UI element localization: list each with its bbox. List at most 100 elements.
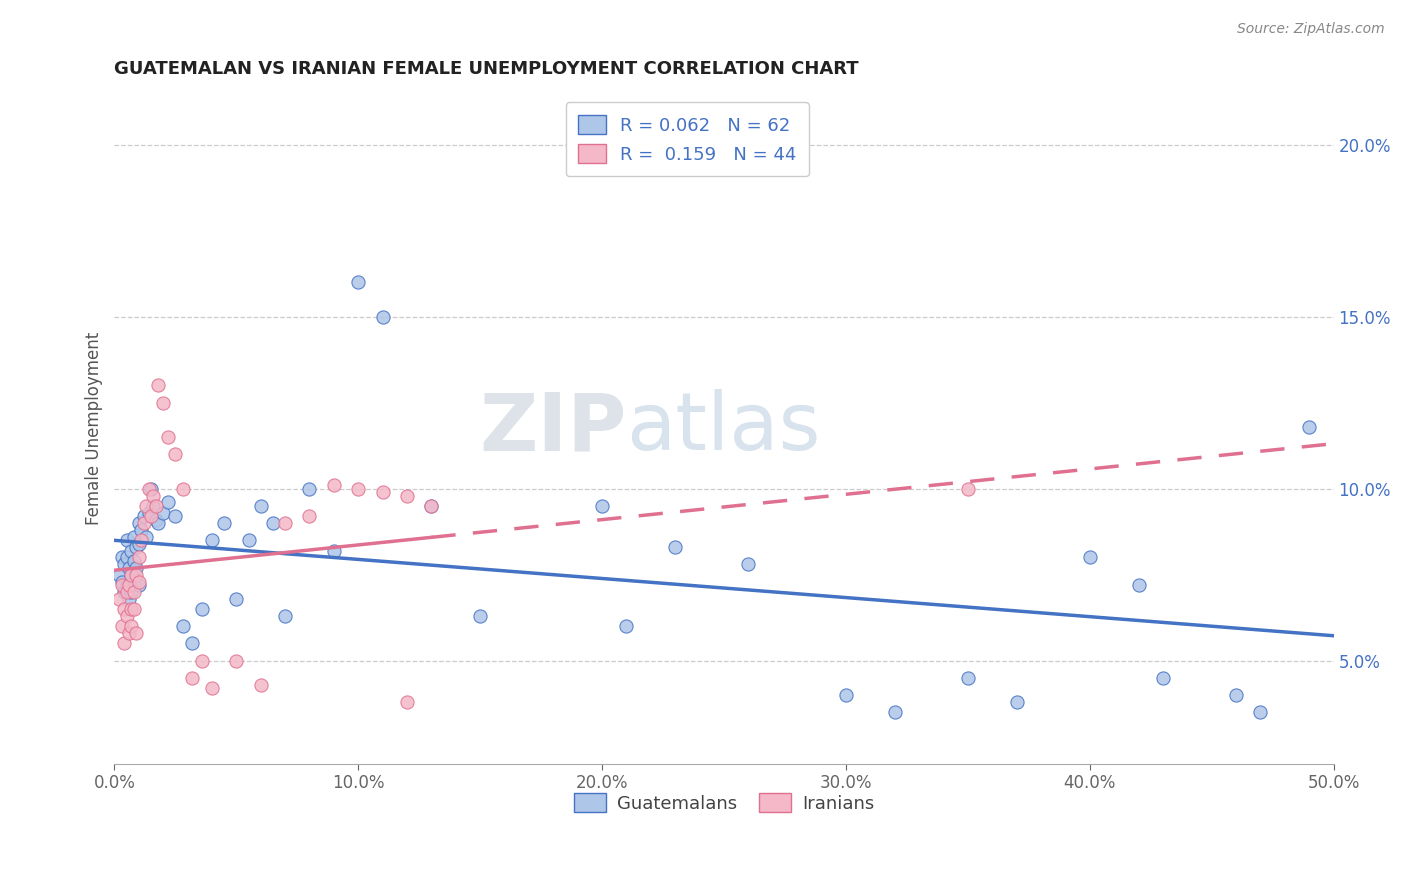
Point: [616, 619, 638, 633]
Point: [112, 602, 135, 616]
Point: [145, 513, 167, 527]
Point: [121, 584, 143, 599]
Point: [112, 584, 135, 599]
Point: [129, 533, 152, 548]
Point: [129, 523, 152, 537]
Text: Source: ZipAtlas.com: Source: ZipAtlas.com: [1237, 22, 1385, 37]
Point: [664, 540, 686, 554]
Point: [191, 654, 214, 668]
Point: [298, 482, 321, 496]
Point: [128, 536, 150, 550]
Point: [883, 705, 905, 719]
Y-axis label: Female Unemployment: Female Unemployment: [86, 332, 103, 525]
Point: [121, 567, 143, 582]
Point: [322, 543, 344, 558]
Point: [249, 499, 271, 513]
Point: [181, 636, 204, 650]
Point: [347, 275, 370, 289]
Point: [148, 378, 170, 392]
Point: [122, 574, 145, 589]
Point: [128, 550, 150, 565]
Point: [139, 509, 162, 524]
Point: [201, 681, 224, 695]
Point: [165, 509, 187, 524]
Legend: Guatemalans, Iranians: Guatemalans, Iranians: [565, 784, 883, 822]
Point: [132, 509, 155, 524]
Point: [115, 533, 138, 548]
Point: [835, 688, 858, 702]
Point: [956, 671, 979, 685]
Point: [122, 554, 145, 568]
Text: atlas: atlas: [627, 390, 821, 467]
Point: [121, 567, 143, 582]
Point: [108, 567, 131, 582]
Point: [1128, 578, 1150, 592]
Point: [1078, 550, 1101, 565]
Point: [152, 506, 174, 520]
Point: [201, 533, 224, 548]
Point: [347, 482, 370, 496]
Point: [371, 485, 394, 500]
Point: [1152, 671, 1174, 685]
Point: [118, 626, 141, 640]
Point: [420, 499, 443, 513]
Point: [225, 591, 247, 606]
Point: [111, 550, 134, 565]
Point: [274, 608, 297, 623]
Point: [128, 578, 150, 592]
Point: [395, 489, 418, 503]
Point: [139, 482, 162, 496]
Point: [121, 543, 143, 558]
Point: [181, 671, 204, 685]
Point: [142, 489, 165, 503]
Point: [118, 578, 141, 592]
Point: [125, 626, 148, 640]
Point: [470, 608, 492, 623]
Point: [115, 550, 138, 565]
Point: [172, 482, 194, 496]
Point: [1225, 688, 1247, 702]
Point: [157, 430, 180, 444]
Point: [298, 509, 321, 524]
Point: [135, 499, 157, 513]
Point: [112, 636, 135, 650]
Point: [125, 560, 148, 574]
Point: [145, 499, 167, 513]
Point: [121, 619, 143, 633]
Point: [152, 395, 174, 409]
Point: [165, 447, 187, 461]
Point: [122, 530, 145, 544]
Point: [395, 695, 418, 709]
Point: [111, 574, 134, 589]
Point: [1005, 695, 1028, 709]
Point: [1298, 419, 1320, 434]
Point: [191, 602, 214, 616]
Point: [125, 567, 148, 582]
Point: [142, 499, 165, 513]
Point: [115, 578, 138, 592]
Point: [274, 516, 297, 530]
Point: [138, 482, 160, 496]
Point: [225, 654, 247, 668]
Point: [737, 558, 759, 572]
Point: [115, 584, 138, 599]
Point: [122, 584, 145, 599]
Point: [111, 619, 134, 633]
Point: [138, 506, 160, 520]
Point: [238, 533, 260, 548]
Point: [122, 602, 145, 616]
Point: [128, 574, 150, 589]
Point: [148, 516, 170, 530]
Point: [956, 482, 979, 496]
Point: [115, 608, 138, 623]
Point: [420, 499, 443, 513]
Point: [1250, 705, 1272, 719]
Point: [118, 591, 141, 606]
Point: [135, 530, 157, 544]
Point: [262, 516, 284, 530]
Point: [371, 310, 394, 324]
Point: [157, 495, 180, 509]
Point: [591, 499, 613, 513]
Text: GUATEMALAN VS IRANIAN FEMALE UNEMPLOYMENT CORRELATION CHART: GUATEMALAN VS IRANIAN FEMALE UNEMPLOYMEN…: [114, 60, 859, 78]
Point: [128, 516, 150, 530]
